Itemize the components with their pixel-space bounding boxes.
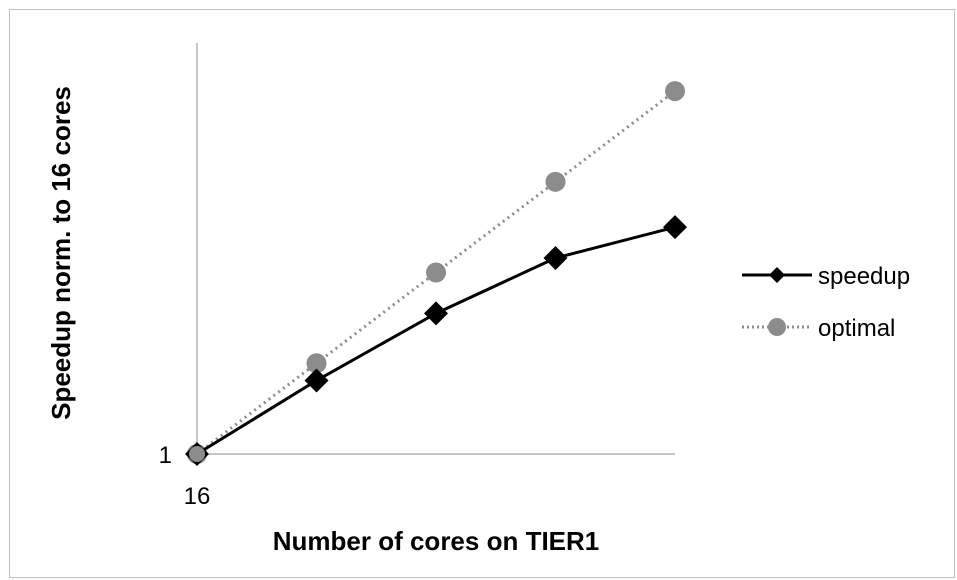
x-axis-title: Number of cores on TIER1 [273, 526, 600, 556]
legend-item-optimal: optimal [742, 315, 895, 342]
data-point-speedup-3 [424, 301, 448, 325]
data-point-speedup-5 [663, 215, 687, 239]
data-point-optimal-4 [546, 172, 566, 192]
series-layer [185, 81, 687, 466]
data-point-speedup-2 [305, 369, 329, 393]
axes [197, 43, 675, 454]
data-point-optimal-5 [665, 81, 685, 101]
legend-swatch-optimal-marker [768, 318, 786, 336]
data-point-speedup-4 [544, 246, 568, 270]
data-point-optimal-3 [426, 263, 446, 283]
data-point-optimal-origin-overlay [189, 446, 205, 462]
y-tick-label: 1 [159, 442, 172, 469]
legend-item-speedup: speedup [742, 263, 910, 290]
legend-label-speedup: speedup [818, 263, 910, 290]
x-tick-label: 16 [184, 483, 211, 510]
legend-label-optimal: optimal [818, 315, 895, 342]
legend-swatch-speedup-marker [769, 267, 785, 283]
series-line-speedup [197, 227, 675, 454]
y-axis-title: Speedup norm. to 16 cores [46, 86, 76, 420]
legend: speedup optimal [742, 263, 910, 342]
